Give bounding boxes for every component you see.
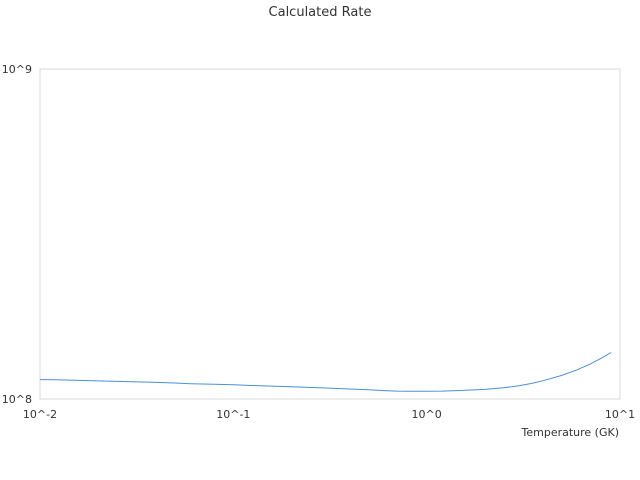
y-tick-label: 10^8	[2, 393, 32, 406]
series-layer	[39, 352, 612, 392]
x-tick-label: 10^-2	[23, 408, 57, 421]
x-tick-label: 10^1	[605, 408, 635, 421]
y-axis-ticks: 10^8 10^9	[2, 63, 32, 406]
x-axis-label: Temperature (GK)	[521, 426, 620, 439]
plot-area	[39, 68, 621, 400]
y-tick-label: 10^9	[2, 63, 32, 76]
x-axis-ticks: 10^-2 10^-1 10^0 10^1	[23, 408, 635, 421]
rate-series-line	[39, 352, 612, 392]
x-tick-label: 10^0	[412, 408, 442, 421]
chart-title: Calculated Rate	[269, 5, 372, 20]
x-tick-label: 10^-1	[216, 408, 250, 421]
